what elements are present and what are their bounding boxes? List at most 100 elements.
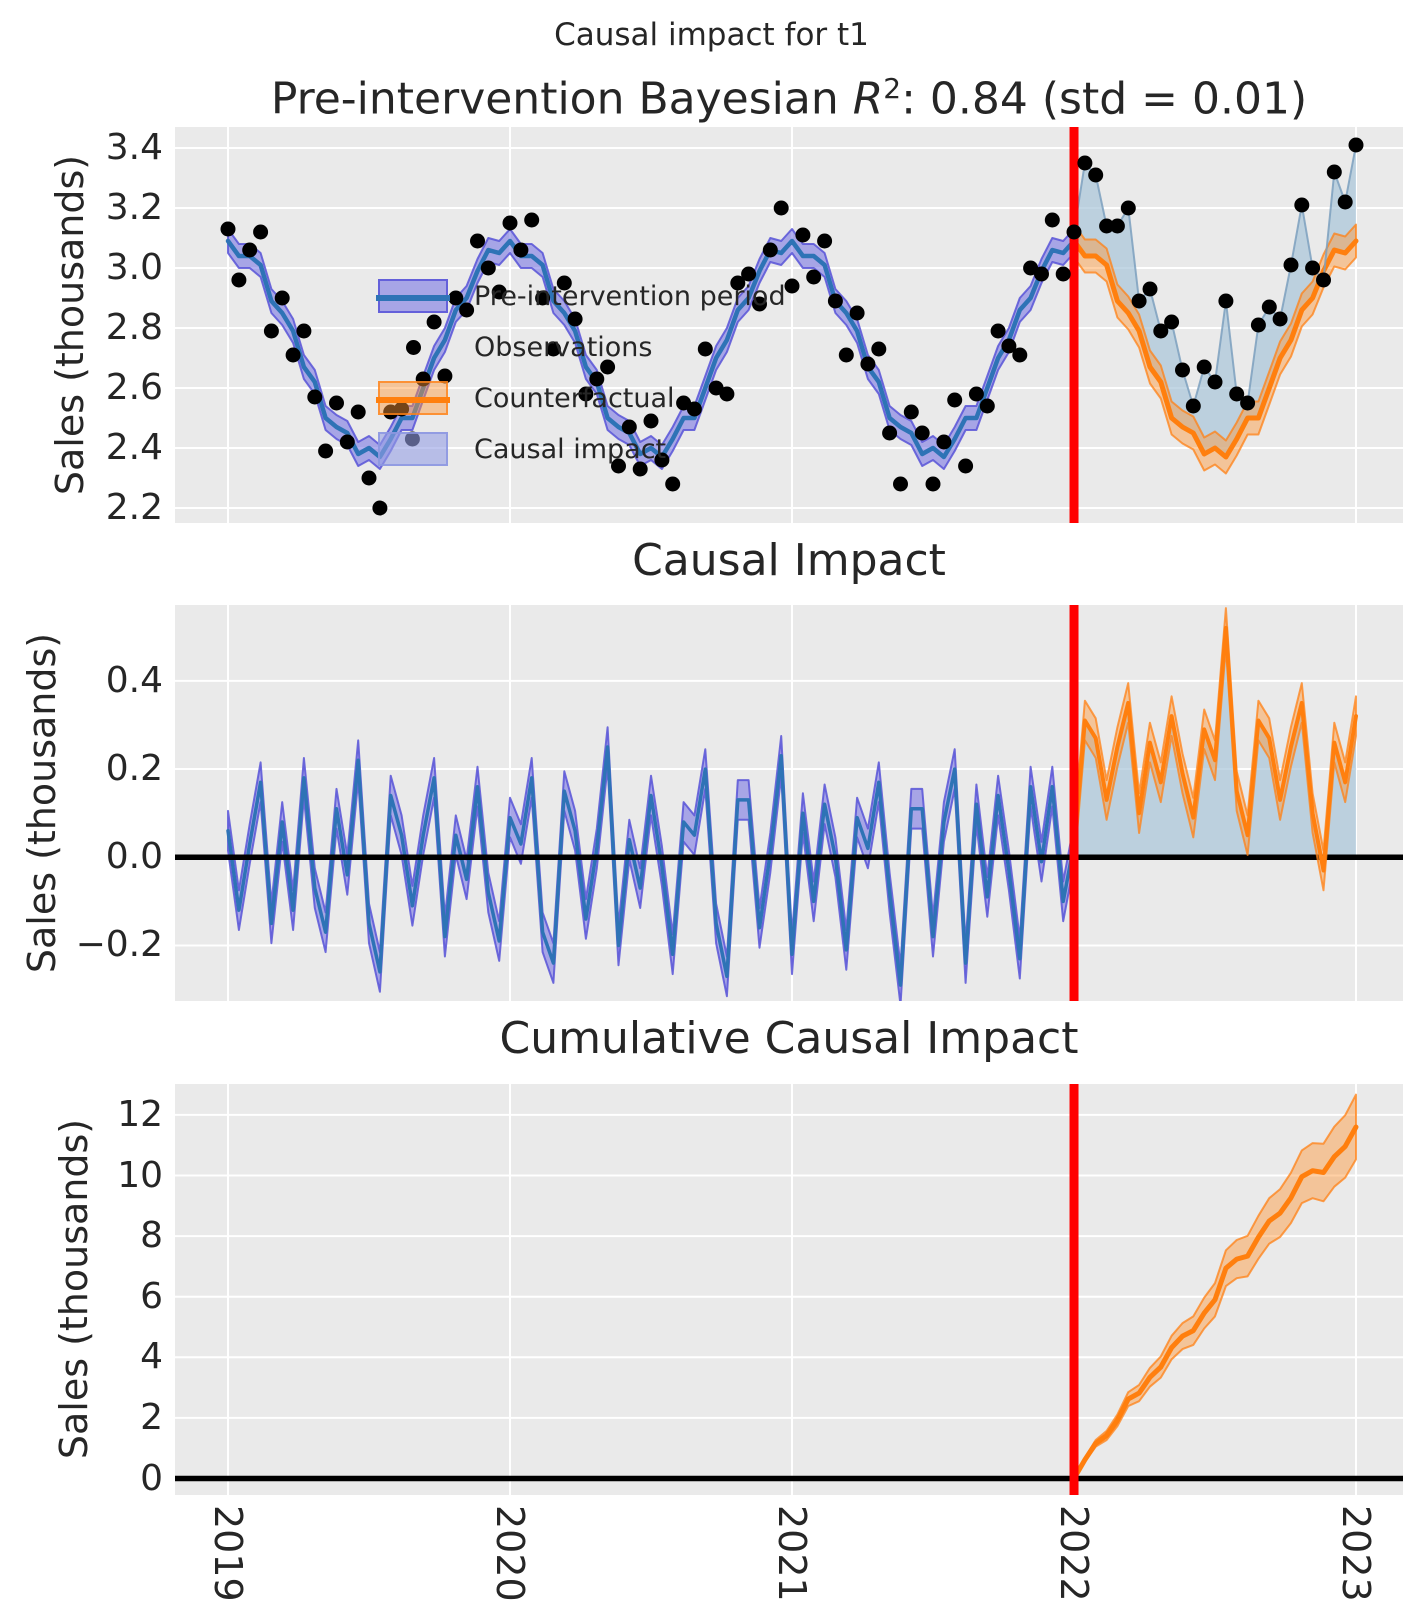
legend: Pre-intervention period Observations Cou… <box>376 277 786 481</box>
observation-dot <box>448 290 464 306</box>
observation-dot <box>372 500 388 516</box>
x-tick-label: 2021 <box>770 1505 814 1602</box>
x-tick-label: 2022 <box>1052 1505 1096 1602</box>
legend-item-pre-intervention: Pre-intervention period <box>376 277 786 315</box>
observation-dot <box>545 341 561 357</box>
top-panel-title: Pre-intervention Bayesian R2: 0.84 (std … <box>175 64 1403 125</box>
legend-label: Causal impact <box>474 433 667 465</box>
observation-dot <box>600 359 616 375</box>
observation-dot <box>947 392 963 408</box>
observation-dot <box>990 323 1006 339</box>
pre-intervention-line <box>225 238 1077 460</box>
causal-impact-fill <box>1074 627 1356 871</box>
y-tick-label: 3.0 <box>105 247 163 288</box>
observation-dot <box>339 434 355 450</box>
observation-dot <box>686 401 702 417</box>
bottom-panel-plot-area <box>175 1084 1403 1495</box>
middle-panel-plot-area <box>175 605 1403 1001</box>
y-tick-label: 2.4 <box>105 427 163 468</box>
y-tick-label: 10 <box>117 1155 163 1196</box>
observation-dot <box>1283 257 1299 273</box>
observation-dot <box>1109 218 1125 234</box>
observation-dot <box>784 278 800 294</box>
observation-dot <box>556 275 572 291</box>
observation-dot <box>665 476 681 492</box>
dot-swatch-box <box>378 330 448 364</box>
observation-dot <box>914 425 930 441</box>
top-panel-title-exponent: 2 <box>883 72 902 105</box>
observation-dot <box>1250 317 1266 333</box>
observation-dot <box>1337 194 1353 210</box>
observation-dot <box>502 215 518 231</box>
observation-dot <box>1099 218 1115 234</box>
blue-line-icon <box>376 295 450 301</box>
observation-dot <box>1066 224 1082 240</box>
y-tick-label: 2.8 <box>105 307 163 348</box>
observation-dot <box>1316 272 1331 288</box>
light-blue-patch-icon <box>378 432 448 466</box>
observation-dot <box>426 314 442 330</box>
legend-item-counterfactual: Counterfactual <box>376 379 786 417</box>
observation-dot <box>1175 362 1190 378</box>
orange-band-swatch-icon <box>376 381 450 415</box>
observation-dot <box>1196 359 1212 375</box>
y-tick-label: 6 <box>140 1276 163 1317</box>
top-panel-title-suffix: : 0.84 (std = 0.01) <box>901 73 1308 125</box>
x-tick-label: 2020 <box>488 1505 532 1602</box>
middle-panel-canvas <box>175 605 1403 1001</box>
observation-dot <box>242 242 258 258</box>
observation-dot <box>480 260 496 276</box>
observation-dot <box>741 266 757 282</box>
observation-dot <box>936 434 952 450</box>
y-tick-label: 8 <box>140 1215 163 1256</box>
post-impact-line <box>1072 625 1358 873</box>
top-panel-title-prefix: Pre-intervention Bayesian <box>270 73 853 125</box>
observation-dot <box>253 224 269 240</box>
legend-label: Pre-intervention period <box>474 280 786 312</box>
observation-dot <box>220 221 236 237</box>
observation-dot <box>643 413 659 429</box>
y-tick-label: 4 <box>140 1336 163 1377</box>
middle-panel-title: Causal Impact <box>632 535 946 586</box>
observation-dot <box>1229 386 1245 402</box>
cumulative-line <box>1071 1124 1359 1481</box>
legend-item-observations: Observations <box>378 328 786 366</box>
pre-impact-line <box>226 745 1076 987</box>
observation-dot <box>350 404 366 420</box>
observations-dots <box>220 137 1364 516</box>
observation-dot <box>730 275 746 291</box>
observation-dot <box>1272 311 1288 327</box>
observation-dot <box>361 470 377 486</box>
y-tick-label: 12 <box>117 1094 163 1135</box>
top-panel-title-r: R <box>852 73 884 125</box>
observation-dot <box>470 233 485 249</box>
x-tick-label: 2023 <box>1334 1505 1378 1602</box>
y-tick-label: 0 <box>140 1458 163 1499</box>
observation-dot <box>1044 212 1060 228</box>
observation-dot <box>762 242 778 258</box>
observation-dot <box>307 389 323 405</box>
observation-dot <box>882 425 898 441</box>
observation-dot <box>632 461 648 477</box>
observation-dot <box>903 404 919 420</box>
observation-dot <box>958 458 974 474</box>
blue-band-swatch-icon <box>376 279 450 313</box>
top-panel-canvas <box>175 127 1403 523</box>
bottom-panel-title: Cumulative Causal Impact <box>499 1013 1079 1064</box>
observation-dot <box>231 272 247 288</box>
y-tick-label: 0.0 <box>105 836 163 877</box>
observation-dot <box>578 386 594 402</box>
observation-dot <box>1294 197 1310 213</box>
observation-dot <box>1326 164 1342 180</box>
observation-dot <box>773 200 789 216</box>
observation-dot <box>274 290 290 306</box>
orange-line-icon <box>376 397 450 403</box>
counterfactual-line <box>1071 238 1359 460</box>
counterfactual-band <box>1073 223 1357 475</box>
observation-dot <box>1348 137 1364 153</box>
observation-dot <box>1120 200 1136 216</box>
legend-label: Observations <box>474 331 653 363</box>
observation-dot <box>1153 323 1169 339</box>
observation-dot <box>1261 299 1277 315</box>
